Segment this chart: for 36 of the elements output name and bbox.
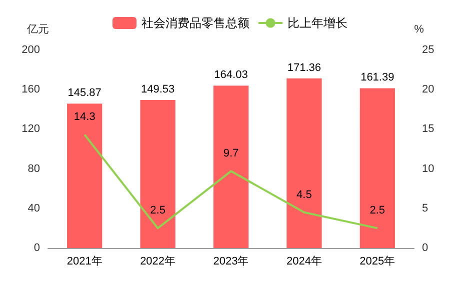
y2-tick-label: 15 (422, 123, 434, 136)
y-tick-label: 0 (34, 242, 40, 254)
data-label: 145.87 (68, 87, 102, 100)
data-label: 149.53 (140, 83, 175, 96)
x-tick-label: 2021年 (66, 256, 102, 268)
y-tick-label: 40 (28, 202, 40, 214)
y2-tick-label: 5 (422, 202, 428, 214)
data-label: 161.39 (360, 72, 394, 84)
y2-tick-label: 20 (422, 84, 434, 96)
legend-label: 比上年增长 (288, 16, 348, 30)
y-axis-title: 亿元 (26, 24, 49, 36)
bar (213, 86, 249, 248)
bar (67, 104, 102, 248)
y-tick-label: 160 (22, 84, 40, 96)
x-tick-label: 2024年 (286, 256, 322, 268)
y2-tick-label: 0 (422, 242, 428, 254)
x-tick-label: 2025年 (360, 256, 396, 268)
y-tick-label: 80 (28, 162, 40, 175)
data-label: 4.5 (296, 188, 312, 201)
data-label: 2.5 (370, 204, 386, 217)
data-label: 9.7 (223, 148, 239, 160)
y-tick-label: 120 (22, 123, 40, 136)
y2-tick-label: 25 (422, 44, 434, 56)
data-label: 14.3 (74, 111, 96, 124)
data-label: 171.36 (287, 62, 322, 74)
bar (360, 88, 395, 248)
legend-label: 社会消费品零售总额 (142, 16, 250, 30)
data-label: 2.5 (150, 204, 166, 217)
y2-axis-title: % (414, 24, 424, 36)
x-tick-label: 2023年 (213, 256, 249, 268)
x-tick-label: 2022年 (140, 256, 176, 268)
y-tick-label: 200 (22, 44, 40, 56)
bar (286, 78, 322, 248)
data-label: 164.03 (214, 69, 248, 82)
bar (140, 100, 176, 248)
y2-tick-label: 10 (422, 162, 434, 175)
